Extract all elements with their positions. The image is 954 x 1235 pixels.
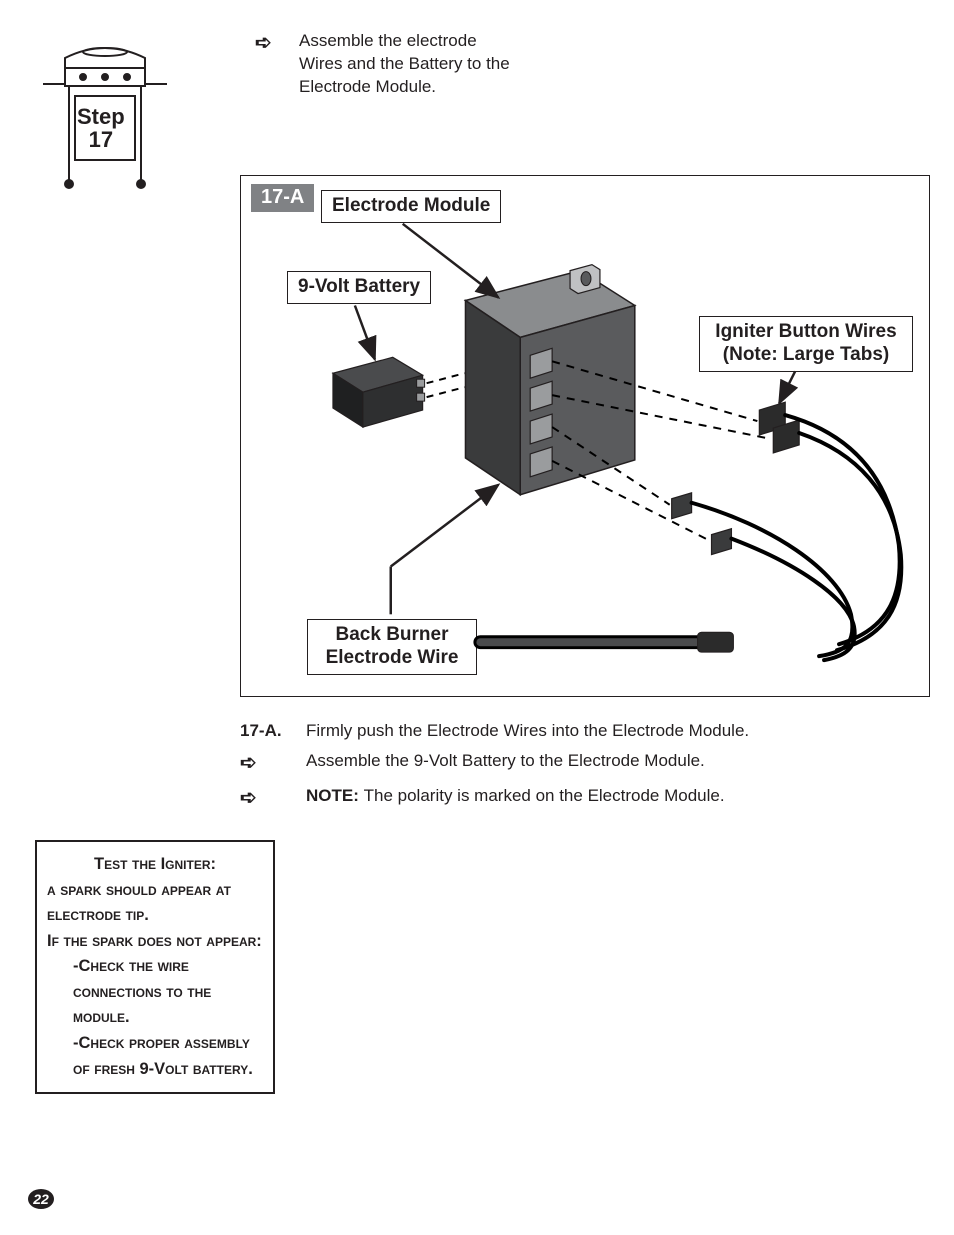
step-number: 17 xyxy=(77,128,125,151)
arrow-icon: ➪ xyxy=(240,783,288,814)
top-row: Step 17 ➪ Assemble the electrode Wires a… xyxy=(35,30,919,195)
instruction-row: ➪ Assemble the 9-Volt Battery to the Ele… xyxy=(240,748,930,779)
arrow-icon: ➪ xyxy=(255,30,277,57)
test-line: a spark should appear at electrode tip. xyxy=(47,878,263,929)
instructions-list: 17-A. Firmly push the Electrode Wires in… xyxy=(240,718,930,818)
step-icon: Step 17 xyxy=(35,30,175,195)
step-word: Step xyxy=(77,105,125,128)
instruction-text: Assemble the 9-Volt Battery to the Elect… xyxy=(306,748,705,774)
test-bullet: -Check the wire connections to the modul… xyxy=(73,954,263,1031)
diagram-svg xyxy=(241,176,929,696)
test-title: Test the Igniter: xyxy=(47,852,263,878)
back-burner-wire xyxy=(480,632,733,652)
intro-text: Assemble the electrode Wires and the Bat… xyxy=(299,30,519,99)
instruction-row: ➪ NOTE: The polarity is marked on the El… xyxy=(240,783,930,814)
instruction-text: Firmly push the Electrode Wires into the… xyxy=(306,718,749,744)
test-bullets: -Check the wire connections to the modul… xyxy=(47,954,263,1082)
diagram-17a: 17-A Electrode Module 9-Volt Battery Ign… xyxy=(240,175,930,697)
instruction-key: 17-A. xyxy=(240,718,288,744)
test-igniter-box: Test the Igniter: a spark should appear … xyxy=(35,840,275,1094)
page-number: 22 xyxy=(28,1189,54,1209)
page: Step 17 ➪ Assemble the electrode Wires a… xyxy=(0,0,954,1235)
step-label: Step 17 xyxy=(77,105,125,151)
test-line: If the spark does not appear: xyxy=(47,929,263,955)
instruction-row: 17-A. Firmly push the Electrode Wires in… xyxy=(240,718,930,744)
test-bullet: -Check proper assembly of fresh 9-Volt b… xyxy=(73,1031,263,1082)
arrow-icon: ➪ xyxy=(240,748,288,779)
instruction-text: NOTE: The polarity is marked on the Elec… xyxy=(306,783,725,809)
intro-instruction: ➪ Assemble the electrode Wires and the B… xyxy=(255,30,519,99)
battery-graphic xyxy=(333,357,425,427)
